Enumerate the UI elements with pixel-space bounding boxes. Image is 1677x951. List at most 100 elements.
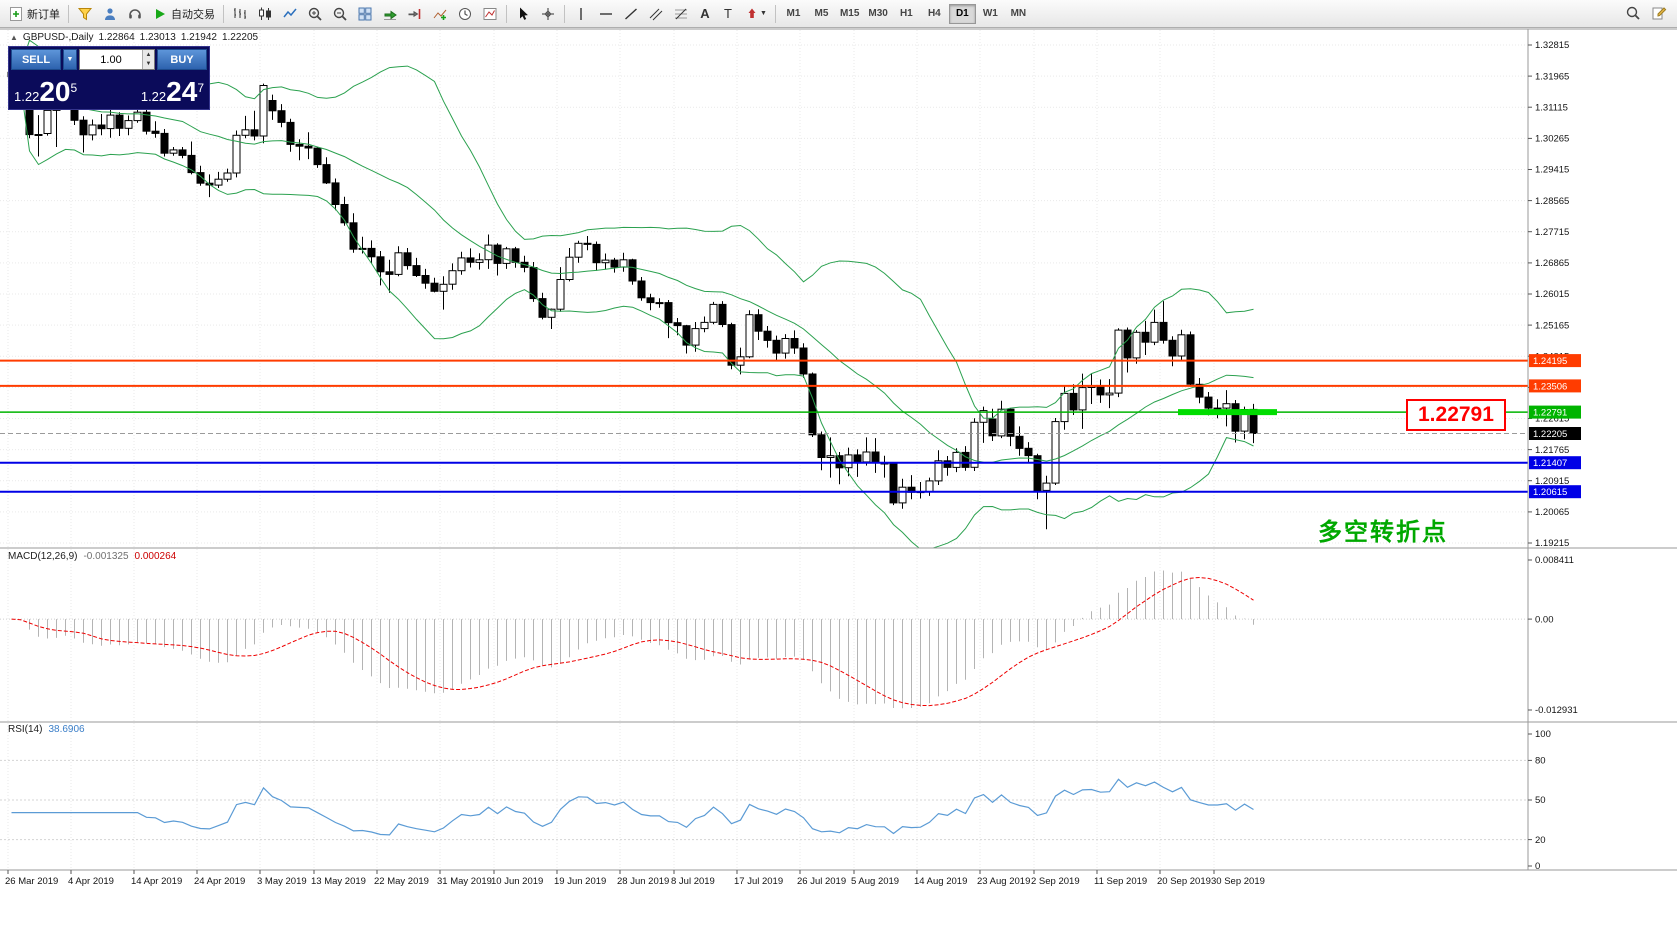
svg-text:8 Jul 2019: 8 Jul 2019 [671,876,715,887]
svg-text:11 Sep 2019: 11 Sep 2019 [1094,876,1147,887]
label-tool-button[interactable]: T [717,3,739,25]
one-click-trading-panel: SELL ▼ 1.00 ▲ ▼ BUY 1.22 20 5 1.22 24 7 [8,46,210,110]
timeframe-M5[interactable]: M5 [814,8,829,19]
autotrading-button[interactable]: 自动交易 [148,3,219,25]
arrows-tool-button[interactable]: ▼ [740,3,771,25]
crosshair-button[interactable] [536,3,560,25]
channel-button[interactable] [644,3,668,25]
svg-text:1.29415: 1.29415 [1535,165,1569,176]
bollinger-middle [11,71,1254,463]
chart-header: ▲ GBPUSD-,Daily 1.22864 1.23013 1.21942 … [10,32,258,43]
line-chart-button[interactable] [278,3,302,25]
svg-text:20: 20 [1535,835,1546,846]
bollinger-upper [11,39,1254,419]
metaeditor-button[interactable] [73,3,97,25]
rsi-title: RSI(14) [8,724,43,735]
svg-text:1.22205: 1.22205 [1533,429,1567,440]
svg-text:19 Jun 2019: 19 Jun 2019 [554,876,606,887]
candle-chart-button[interactable] [253,3,277,25]
text-tool-button[interactable]: A [694,3,716,25]
market-watch-button[interactable] [98,3,122,25]
vertical-line-button[interactable] [569,3,593,25]
svg-text:0: 0 [1535,861,1540,872]
svg-text:1.22615: 1.22615 [1535,414,1569,425]
volume-up-icon[interactable]: ▲ [143,50,154,60]
timeframe-M1[interactable]: M1 [786,8,801,19]
svg-text:80: 80 [1535,756,1546,767]
svg-text:30 Sep 2019: 30 Sep 2019 [1211,876,1265,887]
collapse-panel-icon[interactable]: ▲ [10,33,18,42]
vertical-line-icon [580,7,582,20]
trendline-button[interactable] [619,3,643,25]
svg-text:1.26015: 1.26015 [1535,289,1569,300]
zoom-out-button[interactable] [328,3,352,25]
zoom-in-icon [308,7,322,21]
price-callout[interactable]: 1.22791 [1406,399,1506,432]
indicators-icon [433,9,447,20]
periods-button[interactable] [453,3,477,25]
toolbar: 新订单 自动交易 [0,0,1677,28]
indicators-button[interactable] [428,3,452,25]
horizontal-line-button[interactable] [594,3,618,25]
svg-text:1.28565: 1.28565 [1535,196,1569,207]
buy-price-big: 24 [166,76,198,108]
tile-windows-icon [358,7,372,20]
cursor-button[interactable] [511,3,535,25]
volume-stepper[interactable]: ▲ ▼ [142,50,154,69]
buy-price-main: 1.22 [140,89,167,104]
template-icon [483,7,497,20]
bar-chart-button[interactable] [228,3,252,25]
compose-button[interactable] [1647,2,1671,24]
timeframe-MN[interactable]: MN [1010,8,1027,19]
timeframe-D1[interactable]: D1 [948,3,976,24]
time-axis[interactable]: 26 Mar 2019 4 Apr 2019 14 Apr 2019 24 Apr 2… [5,870,1265,887]
chart-shift-icon [408,8,421,19]
svg-text:1.20915: 1.20915 [1535,476,1569,487]
templates-button[interactable] [478,3,502,25]
macd-histogram [20,570,1254,709]
volume-input[interactable]: 1.00 ▲ ▼ [79,49,155,70]
zoom-out-icon [333,7,347,21]
sell-button[interactable]: SELL [11,49,61,70]
timeframe-M15[interactable]: M15 [839,8,860,19]
ohlc-low: 1.21942 [180,32,217,43]
search-button[interactable] [1621,2,1645,24]
annotation-text: 多空转折点 [1318,519,1448,546]
svg-text:26 Jul 2019: 26 Jul 2019 [797,876,846,887]
fibonacci-button[interactable] [669,3,693,25]
chart-shift-button[interactable] [403,3,427,25]
volume-value[interactable]: 1.00 [100,53,122,66]
chart-canvas[interactable]: 1.32815 1.31965 1.31115 1.30265 1.29415 1.285… [0,28,1677,951]
rsi-indicator-label: RSI(14) 38.6906 [8,724,85,735]
line-chart-icon [283,8,297,17]
tile-windows-button[interactable] [353,3,377,25]
headset-icon [129,8,141,18]
new-order-button[interactable]: 新订单 [4,3,64,25]
svg-text:1.20615: 1.20615 [1533,487,1567,498]
buy-price[interactable]: 1.22 24 7 [140,76,204,108]
svg-text:31 May 2019: 31 May 2019 [437,876,492,887]
svg-text:1.21765: 1.21765 [1535,445,1569,456]
timeframe-M30[interactable]: M30 [868,8,888,19]
sell-options-dropdown[interactable]: ▼ [63,49,77,70]
timeframe-group: M1 M5 M15 M30 H1 H4 D1 W1 MN [780,3,1032,24]
rsi-line [11,778,1254,836]
autotrading-label: 自动交易 [171,8,215,21]
timeframe-H4[interactable]: H4 [927,8,941,19]
volume-down-icon[interactable]: ▼ [143,59,154,69]
price-axis[interactable]: 1.32815 1.31965 1.31115 1.30265 1.29415 1.285… [1528,40,1581,872]
timeframe-W1[interactable]: W1 [982,8,998,19]
edit-icon [1652,7,1667,20]
buy-button[interactable]: BUY [157,49,207,70]
svg-text:100: 100 [1535,729,1551,740]
zoom-in-button[interactable] [303,3,327,25]
macd-signal-line [11,576,1254,707]
auto-scroll-button[interactable] [378,3,402,25]
timeframe-H1[interactable]: H1 [899,8,913,19]
crosshair-icon [542,7,554,20]
svg-text:14 Aug 2019: 14 Aug 2019 [914,876,967,887]
sell-price[interactable]: 1.22 20 5 [14,78,77,106]
svg-text:13 May 2019: 13 May 2019 [311,876,366,887]
fibonacci-icon [675,8,687,19]
news-button[interactable] [123,3,147,25]
